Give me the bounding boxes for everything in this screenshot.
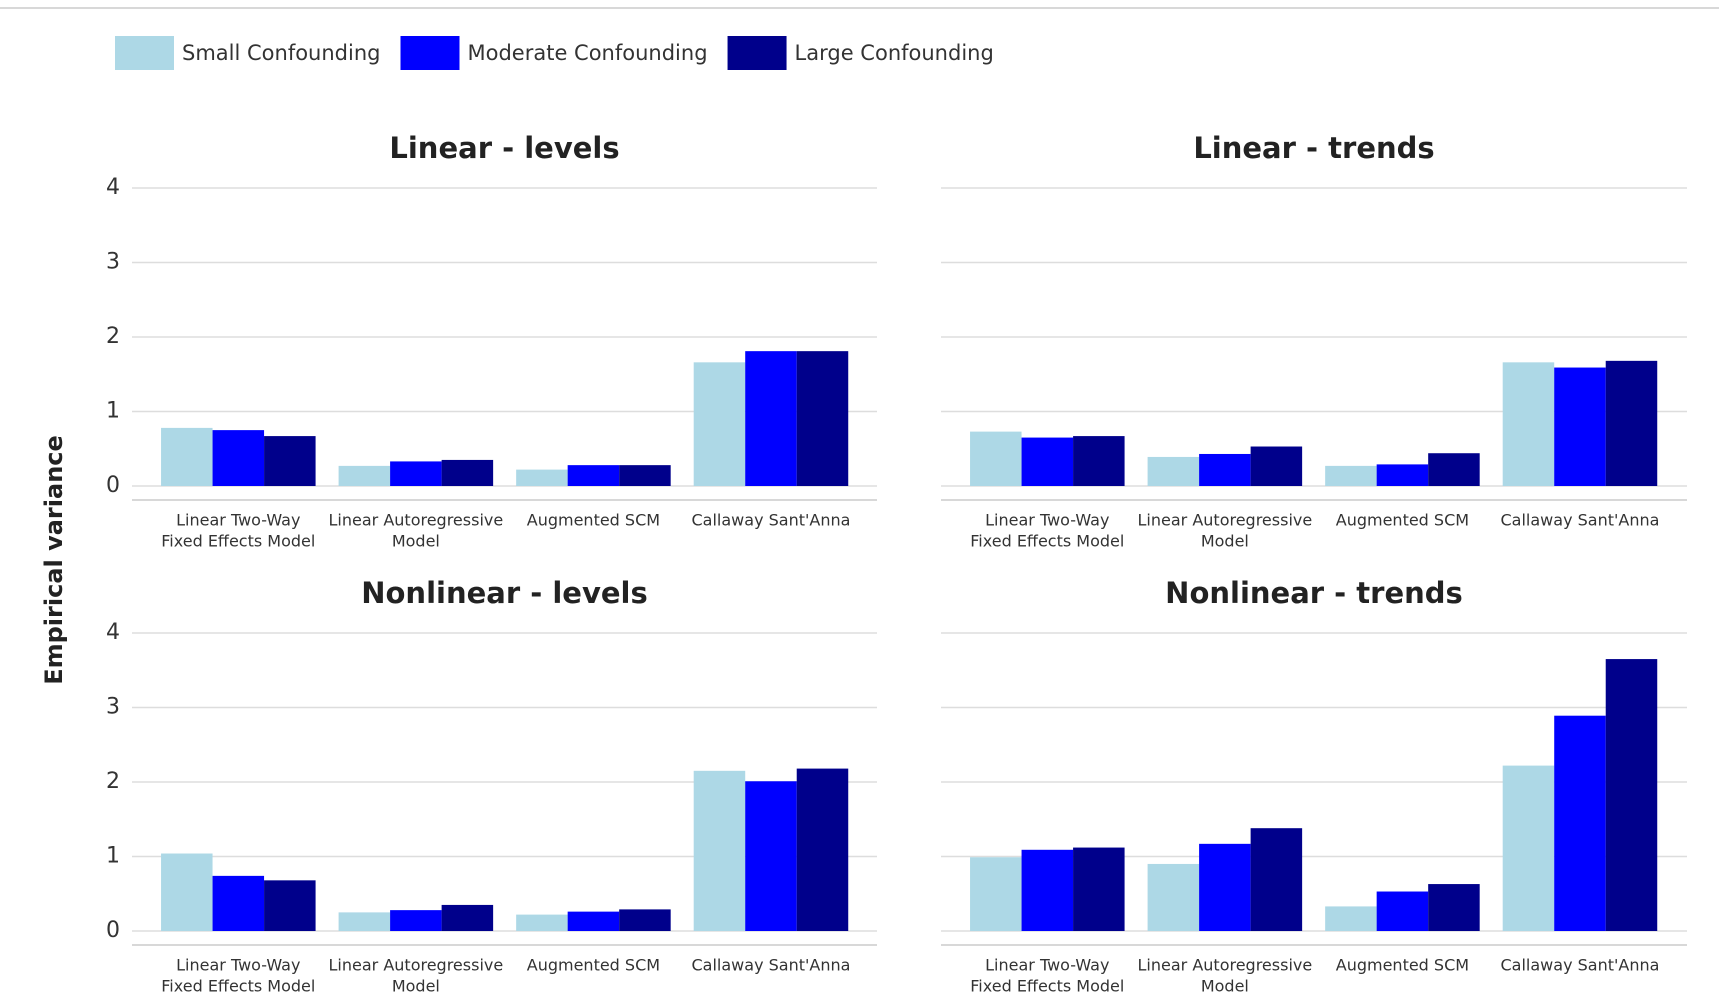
x-tick-label: Model: [1201, 532, 1249, 551]
y-tick-label: 3: [106, 250, 120, 275]
bar: [970, 431, 1022, 486]
bar: [1554, 715, 1606, 931]
x-tick-label: Model: [392, 532, 440, 551]
bar: [1605, 659, 1658, 931]
bar: [441, 459, 494, 486]
bar: [1325, 465, 1377, 486]
x-tick-label: Fixed Effects Model: [970, 532, 1124, 551]
bar: [1199, 453, 1251, 486]
x-tick-label: Callaway Sant'Anna: [692, 511, 851, 530]
x-tick-label: Linear Autoregressive: [329, 956, 504, 975]
panel-title: Nonlinear - trends: [1165, 576, 1463, 610]
y-tick-label: 2: [106, 769, 120, 794]
bar: [212, 430, 265, 486]
bar: [1502, 362, 1555, 486]
bar: [693, 362, 746, 486]
bar: [338, 912, 391, 931]
x-tick-label: Callaway Sant'Anna: [1501, 511, 1660, 530]
bar: [567, 465, 620, 486]
bar: [1073, 436, 1125, 486]
bar: [1250, 828, 1303, 931]
panel-title: Nonlinear - levels: [361, 576, 648, 610]
x-tick-label: Linear Autoregressive: [1138, 956, 1313, 975]
x-tick-label: Linear Two-Way: [176, 511, 300, 530]
bar: [796, 351, 849, 486]
bar: [693, 770, 746, 931]
panel-title: Linear - trends: [1193, 131, 1434, 165]
y-tick-label: 4: [106, 175, 120, 200]
bar: [390, 910, 442, 931]
bar: [745, 351, 797, 486]
legend-label: Large Confounding: [795, 41, 994, 65]
bar: [1554, 367, 1606, 486]
bar: [161, 853, 213, 931]
bar: [1605, 360, 1658, 486]
bar: [264, 436, 316, 486]
x-tick-label: Callaway Sant'Anna: [1501, 956, 1660, 975]
bar: [1250, 446, 1303, 486]
x-tick-label: Augmented SCM: [527, 511, 660, 530]
bar: [1502, 765, 1555, 931]
x-tick-label: Augmented SCM: [1336, 956, 1469, 975]
legend-swatch: [115, 36, 174, 70]
bar: [161, 427, 213, 486]
bar: [516, 914, 568, 931]
bar: [1428, 453, 1480, 486]
bar: [745, 781, 797, 931]
x-tick-label: Callaway Sant'Anna: [692, 956, 851, 975]
panel-title: Linear - levels: [389, 131, 619, 165]
bar: [338, 465, 391, 486]
y-tick-label: 0: [106, 473, 120, 498]
x-tick-label: Model: [1201, 977, 1249, 996]
bar: [1147, 456, 1200, 486]
legend-label: Moderate Confounding: [468, 41, 708, 65]
bar: [516, 469, 568, 486]
bar: [796, 768, 849, 931]
legend-swatch: [400, 36, 460, 70]
bar: [1021, 849, 1074, 931]
x-tick-label: Linear Two-Way: [985, 956, 1109, 975]
bar: [1073, 847, 1125, 931]
bar: [619, 465, 671, 486]
bar: [1147, 863, 1200, 931]
y-tick-label: 1: [106, 844, 120, 869]
bar: [1428, 884, 1480, 931]
y-tick-label: 0: [106, 918, 120, 943]
bar: [970, 857, 1022, 931]
bar: [619, 909, 671, 931]
bar: [390, 461, 442, 486]
bar: [567, 911, 620, 931]
x-tick-label: Linear Two-Way: [985, 511, 1109, 530]
x-tick-label: Augmented SCM: [527, 956, 660, 975]
x-tick-label: Fixed Effects Model: [161, 977, 315, 996]
bar: [264, 880, 316, 931]
y-tick-label: 4: [106, 620, 120, 645]
bar: [1021, 437, 1074, 486]
y-tick-label: 3: [106, 695, 120, 720]
y-axis-label: Empirical variance: [40, 435, 68, 685]
y-tick-label: 2: [106, 324, 120, 349]
x-tick-label: Augmented SCM: [1336, 511, 1469, 530]
bar: [441, 904, 494, 931]
x-tick-label: Model: [392, 977, 440, 996]
x-tick-label: Fixed Effects Model: [970, 977, 1124, 996]
x-tick-label: Linear Autoregressive: [329, 511, 504, 530]
x-tick-label: Linear Autoregressive: [1138, 511, 1313, 530]
x-tick-label: Fixed Effects Model: [161, 532, 315, 551]
bar: [1325, 906, 1377, 931]
bar: [1376, 464, 1429, 486]
bar: [1199, 843, 1251, 931]
bar: [212, 875, 265, 931]
y-tick-label: 1: [106, 399, 120, 424]
bar: [1376, 891, 1429, 931]
legend-swatch: [727, 36, 787, 70]
x-tick-label: Linear Two-Way: [176, 956, 300, 975]
legend-label: Small Confounding: [182, 41, 381, 65]
